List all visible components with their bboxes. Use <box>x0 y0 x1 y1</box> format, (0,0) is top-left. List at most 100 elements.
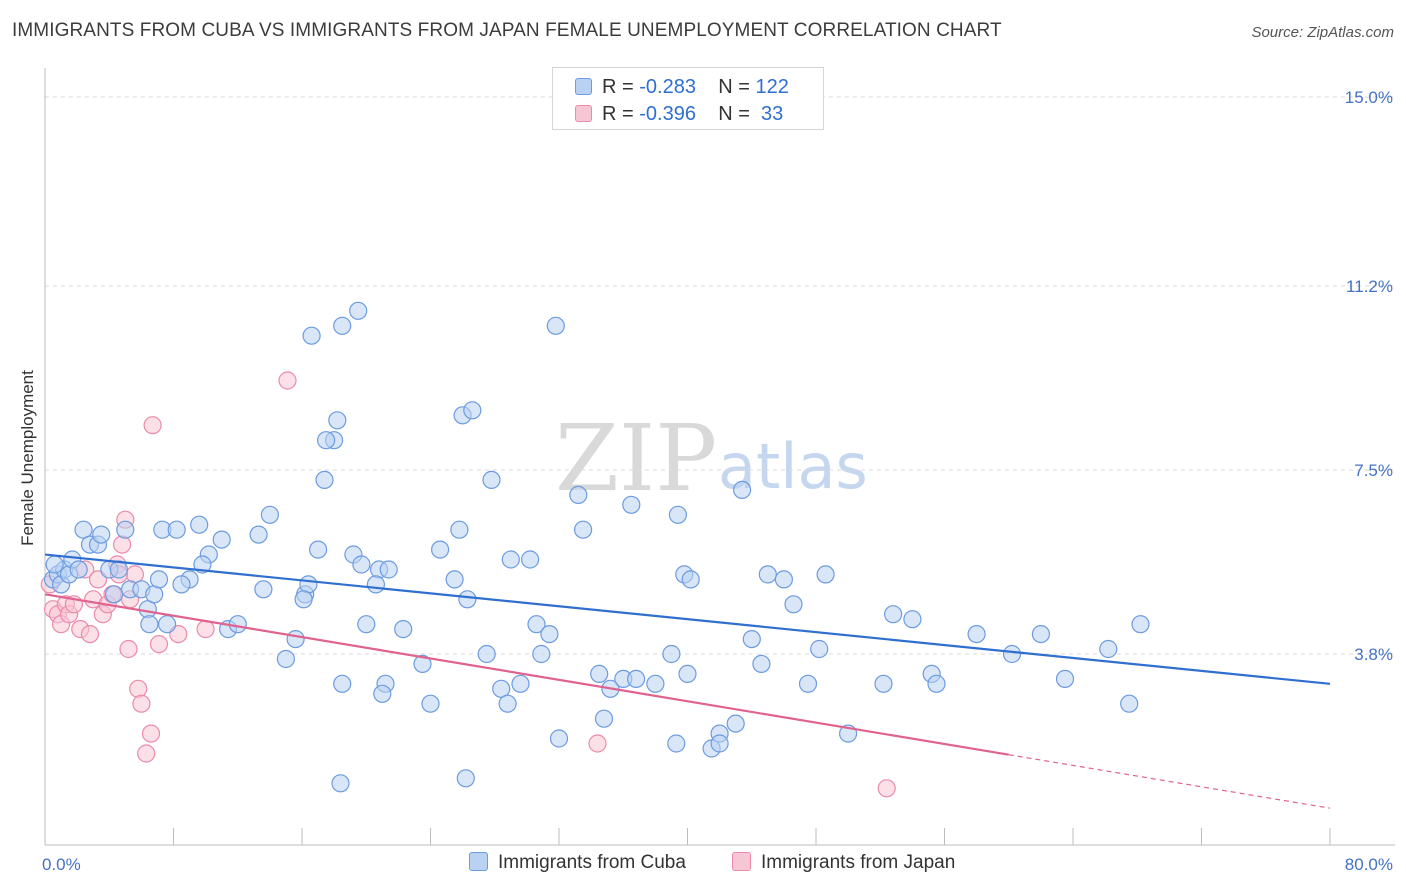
cuba-point <box>532 644 551 664</box>
cuba-point <box>501 550 520 569</box>
cuba-point <box>1120 694 1139 713</box>
cuba-point <box>352 555 371 574</box>
legend-n-label: N = <box>718 76 756 98</box>
legend-n-value: 33 <box>755 103 784 125</box>
trend-lines <box>44 553 1331 809</box>
cuba-point <box>333 674 352 693</box>
japan-points <box>40 371 896 798</box>
y-axis-title: Female Unemployment <box>18 370 37 546</box>
cuba-point <box>626 669 646 689</box>
cuba-point <box>883 605 903 624</box>
cuba-point <box>450 520 469 539</box>
trend-line-cuba <box>44 553 1331 685</box>
grid-lines <box>45 96 1395 655</box>
legend-n-label: N = <box>718 103 756 125</box>
cuba-point <box>193 555 212 574</box>
japan-point <box>143 416 162 435</box>
cuba-point <box>149 570 169 589</box>
cuba-point <box>540 624 559 644</box>
japan-point <box>119 639 138 659</box>
cuba-point <box>317 431 336 450</box>
cuba-point <box>463 401 482 420</box>
japan-point <box>278 371 297 390</box>
cuba-point <box>458 590 477 609</box>
legend-row-cuba: R = -0.283 N = 122 <box>575 76 789 98</box>
cuba-point <box>413 654 432 674</box>
cuba-point <box>874 674 893 693</box>
cuba-point <box>158 615 177 634</box>
cuba-point <box>498 694 517 713</box>
series-legend-japan: Immigrants from Japan <box>732 852 955 874</box>
y-tick-label: 7.5% <box>1354 461 1393 480</box>
trend-line-japan-extension <box>1008 754 1331 809</box>
cuba-point <box>140 615 159 634</box>
cuba-point <box>309 540 328 559</box>
tick-labels: 15.0% 11.2% 7.5% 3.8% 0.0% 80.0% <box>42 88 1393 874</box>
legend-r-label: R = <box>602 103 640 125</box>
cuba-point <box>816 565 835 584</box>
cuba-point <box>667 734 686 753</box>
cuba-point <box>752 654 771 674</box>
cuba-point <box>104 585 124 604</box>
cuba-point <box>511 674 530 693</box>
cuba-point <box>349 301 368 320</box>
cuba-point <box>172 575 191 594</box>
cuba-point <box>967 624 986 644</box>
y-tick-label: 15.0% <box>1345 88 1393 107</box>
cuba-point <box>260 505 279 524</box>
y-tick-label: 11.2% <box>1346 277 1393 296</box>
series-swatch-japan <box>732 852 751 871</box>
cuba-point <box>302 326 321 345</box>
cuba-point <box>1131 615 1150 634</box>
cuba-point <box>373 684 392 703</box>
stats-legend: R = -0.283 N = 122 R = -0.396 N = 33 <box>552 67 824 130</box>
cuba-point <box>69 560 88 579</box>
cuba-point <box>742 629 761 649</box>
cuba-point <box>74 520 93 539</box>
legend-r-value: -0.283 <box>639 76 696 98</box>
series-label-cuba: Immigrants from Cuba <box>498 852 686 873</box>
cuba-point <box>254 580 273 599</box>
cuba-point <box>315 470 334 489</box>
cuba-point <box>569 485 588 504</box>
cuba-point <box>45 555 64 574</box>
japan-point <box>129 679 148 698</box>
series-swatch-cuba <box>469 852 488 871</box>
cuba-point <box>527 615 546 634</box>
legend-row-japan: R = -0.396 N = 33 <box>575 103 783 125</box>
legend-n-value: 122 <box>755 76 789 98</box>
cuba-point <box>774 570 794 589</box>
cuba-point <box>784 595 803 614</box>
source-credit: Source: ZipAtlas.com <box>1251 24 1394 41</box>
cuba-point <box>622 495 641 514</box>
cuba-point <box>681 570 700 589</box>
watermark: ZIP atlas <box>555 405 868 512</box>
cuba-point <box>678 664 697 684</box>
legend-r-label: R = <box>602 76 640 98</box>
cuba-point <box>331 774 350 793</box>
cuba-point <box>445 570 464 589</box>
cuba-point <box>662 644 681 664</box>
cuba-point <box>710 734 729 753</box>
cuba-point <box>573 520 593 539</box>
x-tick-label-right: 80.0% <box>1345 855 1393 874</box>
cuba-point <box>1031 624 1051 644</box>
axes <box>44 68 1395 846</box>
cuba-point <box>590 664 609 684</box>
cuba-point <box>286 629 305 649</box>
chart-title: IMMIGRANTS FROM CUBA VS IMMIGRANTS FROM … <box>12 20 1002 41</box>
cuba-point <box>431 540 450 559</box>
legend-swatch-japan <box>575 105 592 122</box>
series-legend: Immigrants from Cuba Immigrants from Jap… <box>0 852 1406 878</box>
cuba-point <box>482 470 501 489</box>
cuba-point <box>167 520 186 539</box>
cuba-point <box>357 615 376 634</box>
cuba-point <box>732 480 752 499</box>
cuba-point <box>668 505 688 524</box>
cuba-point <box>328 411 347 430</box>
cuba-point <box>810 639 829 659</box>
cuba-point <box>294 590 313 609</box>
cuba-point <box>1055 669 1075 689</box>
cuba-point <box>758 565 777 584</box>
